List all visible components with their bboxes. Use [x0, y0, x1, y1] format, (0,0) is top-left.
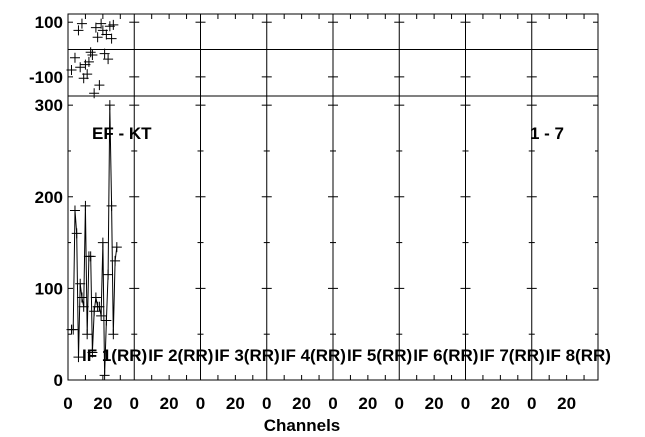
amplitude-point: [94, 301, 105, 312]
amplitude-point: [104, 100, 115, 111]
amplitude-point: [111, 242, 122, 253]
phase-point: [69, 52, 80, 63]
x-tick-label: 0: [328, 394, 337, 413]
phase-point: [75, 62, 86, 73]
x-tick-label: 20: [226, 394, 245, 413]
amplitude-point: [69, 205, 80, 216]
x-tick-label: 20: [491, 394, 510, 413]
phase-point: [76, 18, 87, 29]
x-tick-label: 0: [527, 394, 536, 413]
if-panel-label: IF 3(RR): [215, 346, 280, 365]
phase-point: [94, 80, 105, 91]
phase-point: [96, 18, 107, 29]
amplitude-point: [68, 324, 79, 335]
phase-point: [73, 25, 84, 36]
amplitude-point: [90, 292, 101, 303]
phase-point: [83, 56, 94, 67]
if-panel-label: IF 5(RR): [347, 346, 412, 365]
if-panel-label: IF 4(RR): [281, 346, 346, 365]
amplitude-point: [71, 228, 82, 239]
amplitude-point: [108, 329, 119, 340]
amplitude-point: [76, 292, 87, 303]
phase-point: [99, 48, 110, 59]
amplitude-point: [82, 329, 93, 340]
baseline-label: EF - KT: [92, 124, 152, 143]
if-panel-label: IF 1(RR): [82, 346, 147, 365]
x-tick-label: 0: [63, 394, 72, 413]
amplitude-y-tick-label: 0: [54, 371, 63, 390]
if-panel-label: IF 2(RR): [148, 346, 213, 365]
amplitude-point: [106, 200, 117, 211]
amplitude-point: [101, 315, 112, 326]
phase-point: [106, 33, 117, 44]
x-tick-label: 20: [93, 394, 112, 413]
amplitude-y-tick-label: 300: [35, 96, 63, 115]
phase-point: [92, 32, 103, 43]
amplitude-point: [75, 278, 86, 289]
phase-point: [85, 47, 96, 58]
x-tick-label: 0: [196, 394, 205, 413]
x-tick-label: 20: [160, 394, 179, 413]
amplitude-point: [78, 301, 89, 312]
amplitude-point: [99, 370, 110, 381]
if-panel-label: IF 7(RR): [480, 346, 545, 365]
x-tick-label: 0: [262, 394, 271, 413]
phase-point: [82, 69, 93, 80]
phase-y-tick-label: 100: [35, 13, 63, 32]
if-panel-label: IF 6(RR): [413, 346, 478, 365]
phase-y-tick-label: -100: [29, 68, 63, 87]
phase-point: [87, 50, 98, 60]
phase-point: [108, 19, 119, 30]
amplitude-point: [110, 255, 121, 266]
amplitude-point: [85, 251, 96, 262]
x-tick-label: 20: [557, 394, 576, 413]
amplitude-point: [80, 200, 91, 211]
x-tick-label: 0: [130, 394, 139, 413]
x-tick-label: 20: [292, 394, 311, 413]
amplitude-y-tick-label: 100: [35, 279, 63, 298]
amplitude-point: [73, 352, 84, 363]
amplitude-y-tick-label: 200: [35, 188, 63, 207]
phase-point: [103, 54, 114, 65]
amplitude-point: [103, 269, 114, 280]
amplitude-series-line: [71, 105, 118, 376]
phase-point: [90, 22, 101, 33]
phase-point: [89, 88, 100, 99]
amplitude-point: [97, 237, 108, 248]
x-tick-label: 20: [358, 394, 377, 413]
if-panel-label: IF 8(RR): [546, 346, 611, 365]
x-axis-title: Channels: [264, 416, 341, 435]
correlation-label: 1 - 7: [530, 124, 564, 143]
amplitude-point: [87, 347, 98, 358]
x-tick-label: 0: [461, 394, 470, 413]
x-tick-label: 20: [425, 394, 444, 413]
amplitude-point: [96, 310, 107, 321]
x-tick-label: 0: [395, 394, 404, 413]
phase-point: [66, 65, 77, 76]
phase-point: [101, 29, 112, 40]
